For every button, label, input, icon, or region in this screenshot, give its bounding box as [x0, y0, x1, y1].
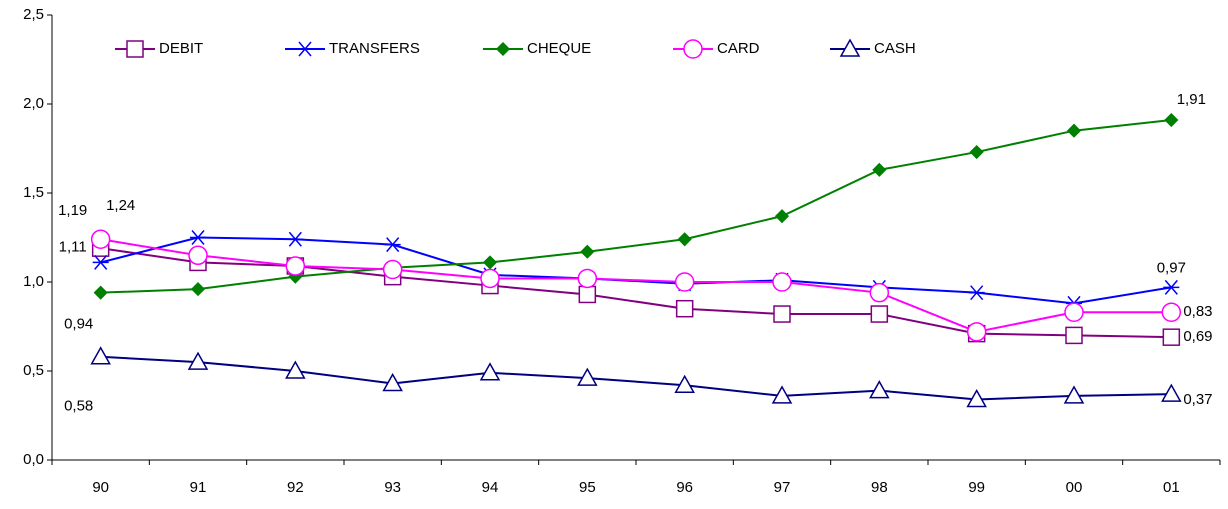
legend-marker: [839, 38, 861, 57]
x-tick-label: 91: [190, 479, 207, 496]
legend-marker: [297, 41, 313, 57]
data-label: 1,24: [106, 197, 135, 214]
data-label: 1,91: [1177, 91, 1206, 108]
series-line: [100, 247, 1172, 339]
data-point: [577, 268, 598, 289]
x-tick-label: 99: [968, 479, 985, 496]
x-tick-label: 01: [1163, 479, 1180, 496]
data-point: [969, 144, 984, 160]
x-tick-label: 95: [579, 479, 596, 496]
y-tick-label: 0,0: [23, 451, 44, 468]
data-point: [580, 244, 595, 259]
legend-label: TRANSFERS: [329, 40, 420, 57]
data-point: [1162, 328, 1181, 346]
data-point: [1161, 383, 1182, 402]
data-point: [1063, 385, 1085, 404]
data-point: [771, 385, 793, 404]
data-point: [93, 285, 108, 300]
series-line: [100, 238, 1172, 333]
data-label: 0,83: [1183, 303, 1212, 320]
data-point: [968, 285, 985, 301]
series-line: [100, 355, 1172, 401]
legend-label: CARD: [717, 40, 760, 57]
data-point: [674, 374, 695, 393]
y-tick-label: 2,0: [23, 95, 44, 112]
x-tick-label: 98: [871, 479, 888, 496]
data-label: 0,58: [64, 398, 93, 415]
data-label: 0,37: [1183, 391, 1212, 408]
x-tick-label: 90: [92, 479, 109, 496]
data-point: [480, 268, 500, 289]
data-point: [190, 230, 206, 245]
data-point: [285, 256, 306, 276]
legend-marker: [683, 39, 703, 59]
data-label: 1,11: [59, 238, 87, 255]
data-point: [92, 254, 109, 270]
data-point: [479, 362, 501, 381]
x-tick-label: 96: [676, 479, 693, 496]
x-tick-label: 93: [384, 479, 401, 496]
data-label: 0,69: [1183, 328, 1212, 345]
data-point: [287, 231, 304, 247]
data-point: [1161, 302, 1182, 323]
data-label: 0,94: [64, 316, 93, 333]
legend-marker: [495, 41, 511, 57]
y-tick-label: 1,5: [23, 184, 44, 201]
data-point: [773, 305, 791, 323]
data-label: 1,19: [58, 202, 87, 219]
y-tick-label: 0,5: [23, 362, 44, 379]
data-point: [384, 237, 401, 253]
data-point: [872, 162, 887, 177]
data-point: [90, 346, 111, 365]
data-point: [772, 272, 792, 292]
x-tick-label: 97: [774, 479, 791, 496]
data-point: [1065, 326, 1083, 345]
data-point: [187, 351, 209, 370]
data-point: [285, 360, 306, 379]
series-line: [100, 236, 1172, 305]
data-label: 0,97: [1157, 259, 1186, 276]
data-point: [1064, 302, 1084, 323]
data-point: [382, 372, 403, 392]
data-point: [774, 209, 790, 224]
data-point: [1163, 279, 1180, 295]
x-tick-label: 92: [287, 479, 304, 496]
data-point: [1066, 123, 1082, 138]
data-point: [966, 322, 987, 342]
data-point: [966, 388, 987, 408]
series-line: [100, 119, 1172, 294]
data-point: [90, 229, 111, 250]
data-point: [869, 282, 890, 303]
data-point: [674, 272, 695, 292]
data-point: [188, 245, 208, 266]
data-point: [675, 299, 694, 318]
x-tick-label: 94: [482, 479, 499, 496]
y-tick-label: 2,5: [23, 6, 44, 23]
legend-label: CASH: [874, 40, 916, 57]
data-point: [677, 232, 692, 247]
data-point: [1164, 112, 1179, 128]
data-point: [190, 282, 206, 297]
data-point: [869, 380, 890, 399]
data-point: [577, 367, 598, 386]
y-tick-label: 1,0: [23, 273, 44, 290]
legend-label: CHEQUE: [527, 40, 591, 57]
x-tick-label: 00: [1066, 479, 1083, 496]
data-point: [482, 255, 498, 270]
legend-marker: [126, 40, 144, 58]
data-point: [870, 305, 889, 323]
data-point: [578, 285, 597, 304]
legend-label: DEBIT: [159, 40, 203, 57]
data-point: [382, 259, 403, 280]
